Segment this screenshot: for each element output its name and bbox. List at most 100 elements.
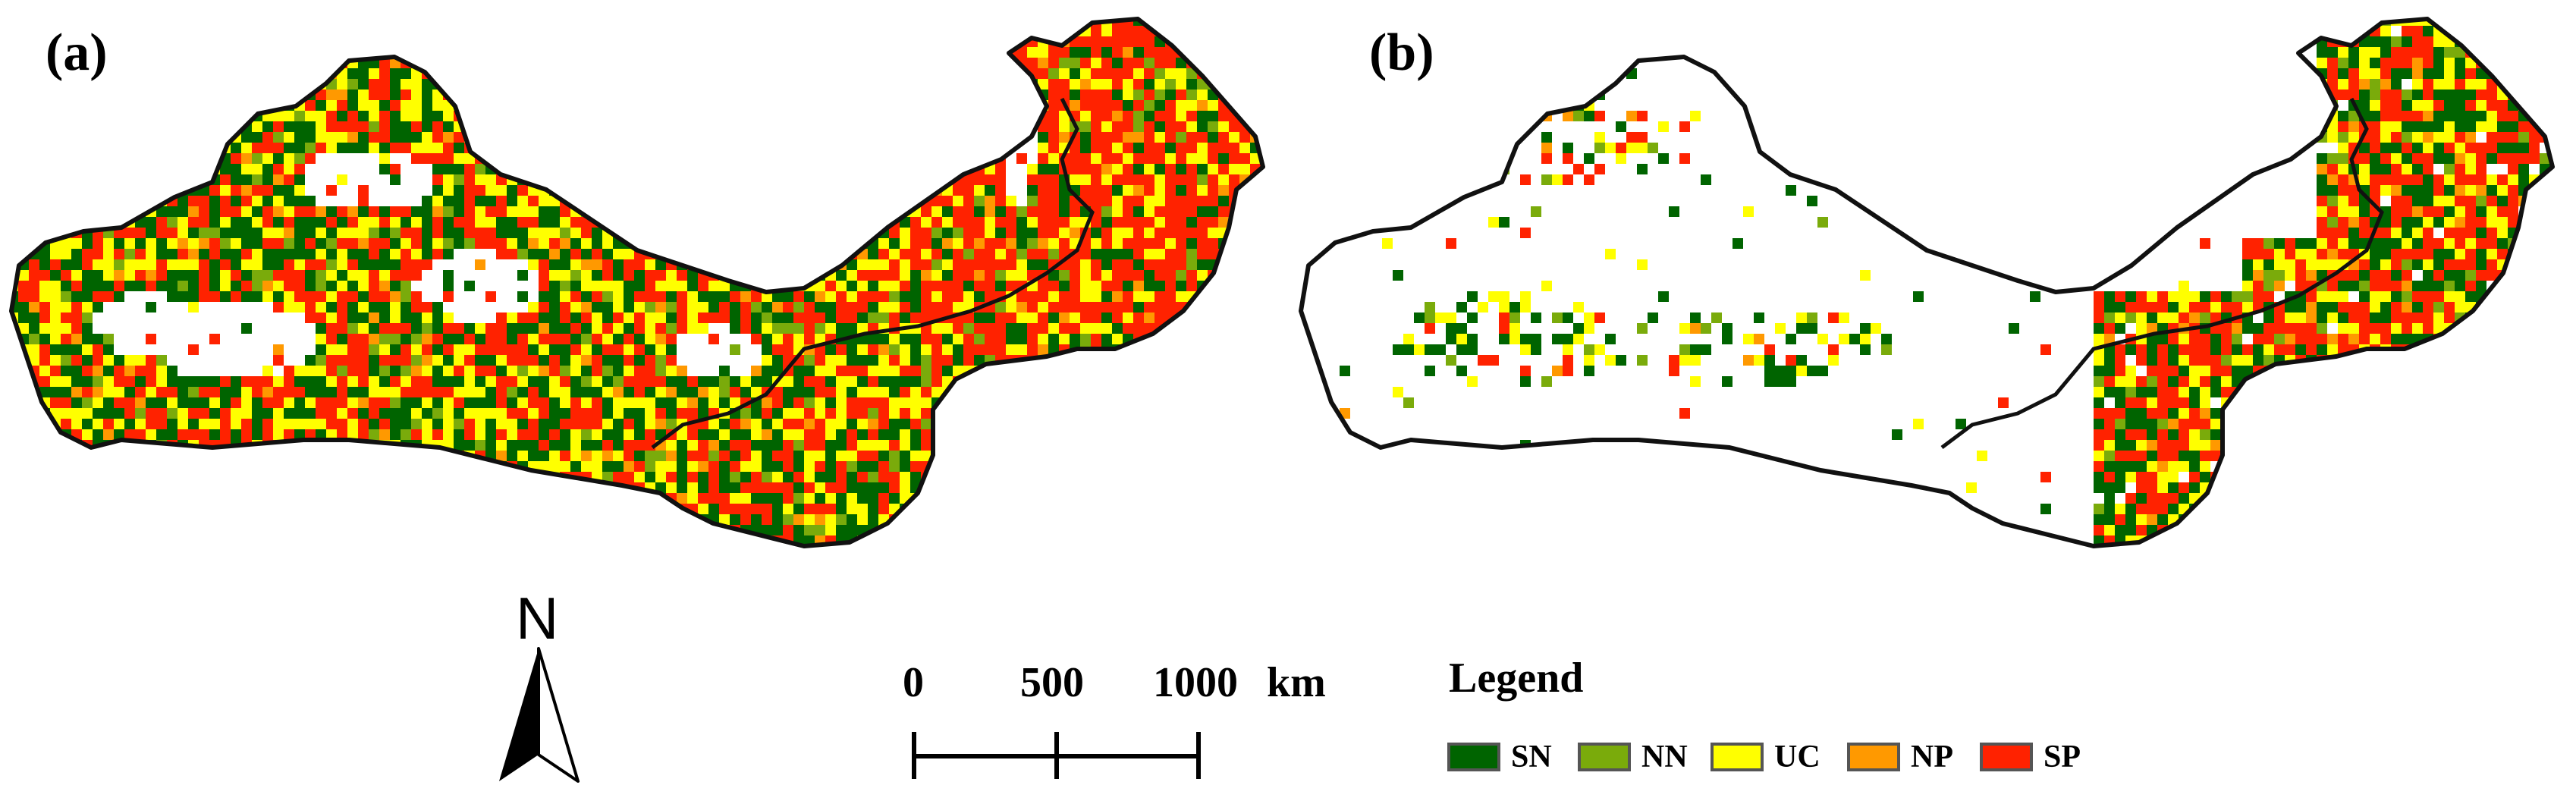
map-cell [199, 26, 209, 36]
map-cell [942, 90, 953, 100]
map-cell [549, 164, 560, 174]
map-cell [1048, 461, 1059, 472]
map-cell [103, 334, 114, 344]
map-cell [666, 68, 677, 79]
map-cell [613, 259, 624, 270]
map-cell [1250, 19, 1261, 26]
map-cell [93, 366, 103, 376]
map-cell [783, 334, 793, 344]
map-cell [1123, 302, 1133, 312]
map-cell [740, 132, 751, 143]
map-cell [1112, 387, 1123, 397]
map-cell [103, 196, 114, 206]
map-cell [772, 344, 783, 355]
map-cell [1091, 281, 1101, 291]
map-cell [1239, 249, 1250, 259]
map-cell [783, 26, 793, 36]
map-cell [114, 121, 124, 132]
map-cell [857, 451, 868, 461]
map-cell [613, 196, 624, 206]
map-cell [71, 249, 82, 259]
map-cell [1261, 206, 1263, 217]
map-cell [708, 387, 719, 397]
map-cell [624, 376, 634, 387]
map-cell [347, 121, 358, 132]
map-cell [698, 36, 708, 47]
map-cell [146, 185, 156, 196]
map-cell [942, 429, 953, 440]
map-cell [337, 174, 347, 185]
map-cell [857, 217, 868, 228]
map-cell [1133, 36, 1144, 47]
map-cell [1006, 90, 1016, 100]
map-cell [305, 259, 316, 270]
map-cell [507, 355, 517, 366]
map-cell [1186, 185, 1197, 196]
map-cell [708, 121, 719, 132]
map-cell [1101, 451, 1112, 461]
map-cell [167, 174, 177, 185]
map-cell [199, 217, 209, 228]
map-cell [624, 259, 634, 270]
map-cell [560, 58, 570, 68]
map-cell [751, 68, 762, 79]
map-cell [645, 366, 655, 376]
map-cell [825, 90, 836, 100]
map-cell [730, 58, 740, 68]
map-cell [889, 419, 900, 429]
map-cell [857, 58, 868, 68]
map-cell [995, 472, 1006, 482]
map-cell [528, 249, 539, 259]
map-cell [528, 132, 539, 143]
map-cell [284, 196, 294, 206]
map-cell [602, 440, 613, 451]
map-cell [1239, 270, 1250, 281]
map-cell [698, 259, 708, 270]
map-cell [454, 440, 464, 451]
map-cell [507, 153, 517, 164]
map-cell [61, 238, 71, 249]
map-cell [963, 270, 974, 281]
map-cell [475, 344, 485, 355]
map-cell [71, 472, 82, 482]
map-cell [401, 249, 411, 259]
map-cell [931, 238, 942, 249]
map-cell [1218, 376, 1229, 387]
map-cell [1006, 302, 1016, 312]
map-cell [231, 429, 241, 440]
map-cell [581, 47, 592, 58]
map-cell [931, 217, 942, 228]
map-cell [114, 111, 124, 121]
map-cell [1048, 164, 1059, 174]
map-cell [347, 90, 358, 100]
map-cell [751, 79, 762, 90]
map-cell [1091, 36, 1101, 47]
map-cell [485, 100, 496, 111]
map-cell [772, 111, 783, 121]
map-cell [1271, 238, 1282, 249]
map-cell [974, 79, 985, 90]
map-cell [1027, 323, 1038, 334]
map-cell [889, 206, 900, 217]
map-cell [1006, 79, 1016, 90]
map-cell [1271, 270, 1282, 281]
map-cell [772, 100, 783, 111]
map-cell [11, 174, 18, 185]
map-cell [1059, 302, 1070, 312]
map-cell [284, 217, 294, 228]
map-cell [528, 302, 539, 312]
map-cell [570, 228, 581, 238]
map-cell [581, 111, 592, 121]
map-cell [751, 36, 762, 47]
map-cell [560, 100, 570, 111]
map-cell [464, 90, 475, 100]
map-cell [539, 26, 549, 36]
map-cell [443, 196, 454, 206]
map-cell [411, 344, 422, 355]
map-cell [655, 217, 666, 228]
map-cell [613, 249, 624, 259]
map-cell [963, 58, 974, 68]
map-cell [39, 291, 50, 302]
map-cell [783, 312, 793, 323]
map-cell [1186, 143, 1197, 153]
